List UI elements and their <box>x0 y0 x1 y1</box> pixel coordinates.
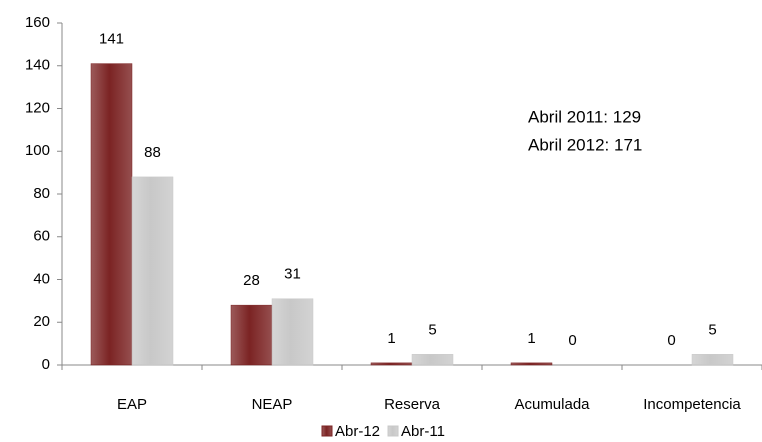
annotation: Abril 2012: 171 <box>528 135 642 154</box>
value-label: 1 <box>387 330 395 347</box>
legend-label: Abr-12 <box>335 423 380 440</box>
y-tick-label: 60 <box>33 228 50 245</box>
legend-item: Abr-11 <box>387 423 445 440</box>
value-label: 88 <box>144 144 161 161</box>
bar <box>370 362 413 366</box>
annotation: Abril 2011: 129 <box>528 107 641 126</box>
x-tick-label: Acumulada <box>514 396 590 413</box>
bar <box>131 176 174 366</box>
x-tick-label: NEAP <box>252 396 293 413</box>
value-label: 31 <box>284 266 301 283</box>
y-tick-label: 20 <box>33 313 50 330</box>
value-label: 141 <box>99 31 124 48</box>
bar <box>411 354 454 366</box>
x-tick-label: Incompetencia <box>643 396 741 413</box>
x-tick-label: EAP <box>117 396 147 413</box>
legend-label: Abr-11 <box>401 423 445 440</box>
legend-item: Abr-12 <box>321 423 380 440</box>
y-tick-label: 0 <box>42 356 50 373</box>
y-tick-label: 120 <box>25 99 50 116</box>
bar <box>230 304 273 366</box>
x-tick-label: Reserva <box>384 396 441 413</box>
value-label: 5 <box>708 321 716 338</box>
value-label: 5 <box>428 321 436 338</box>
y-tick-label: 160 <box>25 14 50 31</box>
legend-swatch <box>321 425 333 437</box>
value-label: 0 <box>667 332 675 349</box>
value-label: 1 <box>527 330 535 347</box>
y-tick-label: 100 <box>25 142 50 159</box>
bar <box>90 63 133 366</box>
bar <box>691 354 734 366</box>
value-label: 28 <box>243 272 260 289</box>
value-label: 0 <box>568 332 576 349</box>
y-tick-label: 40 <box>33 270 50 287</box>
legend-swatch <box>387 425 399 437</box>
y-tick-label: 80 <box>33 185 50 202</box>
y-tick-label: 140 <box>25 57 50 74</box>
bar <box>271 298 314 366</box>
bar <box>510 362 553 366</box>
